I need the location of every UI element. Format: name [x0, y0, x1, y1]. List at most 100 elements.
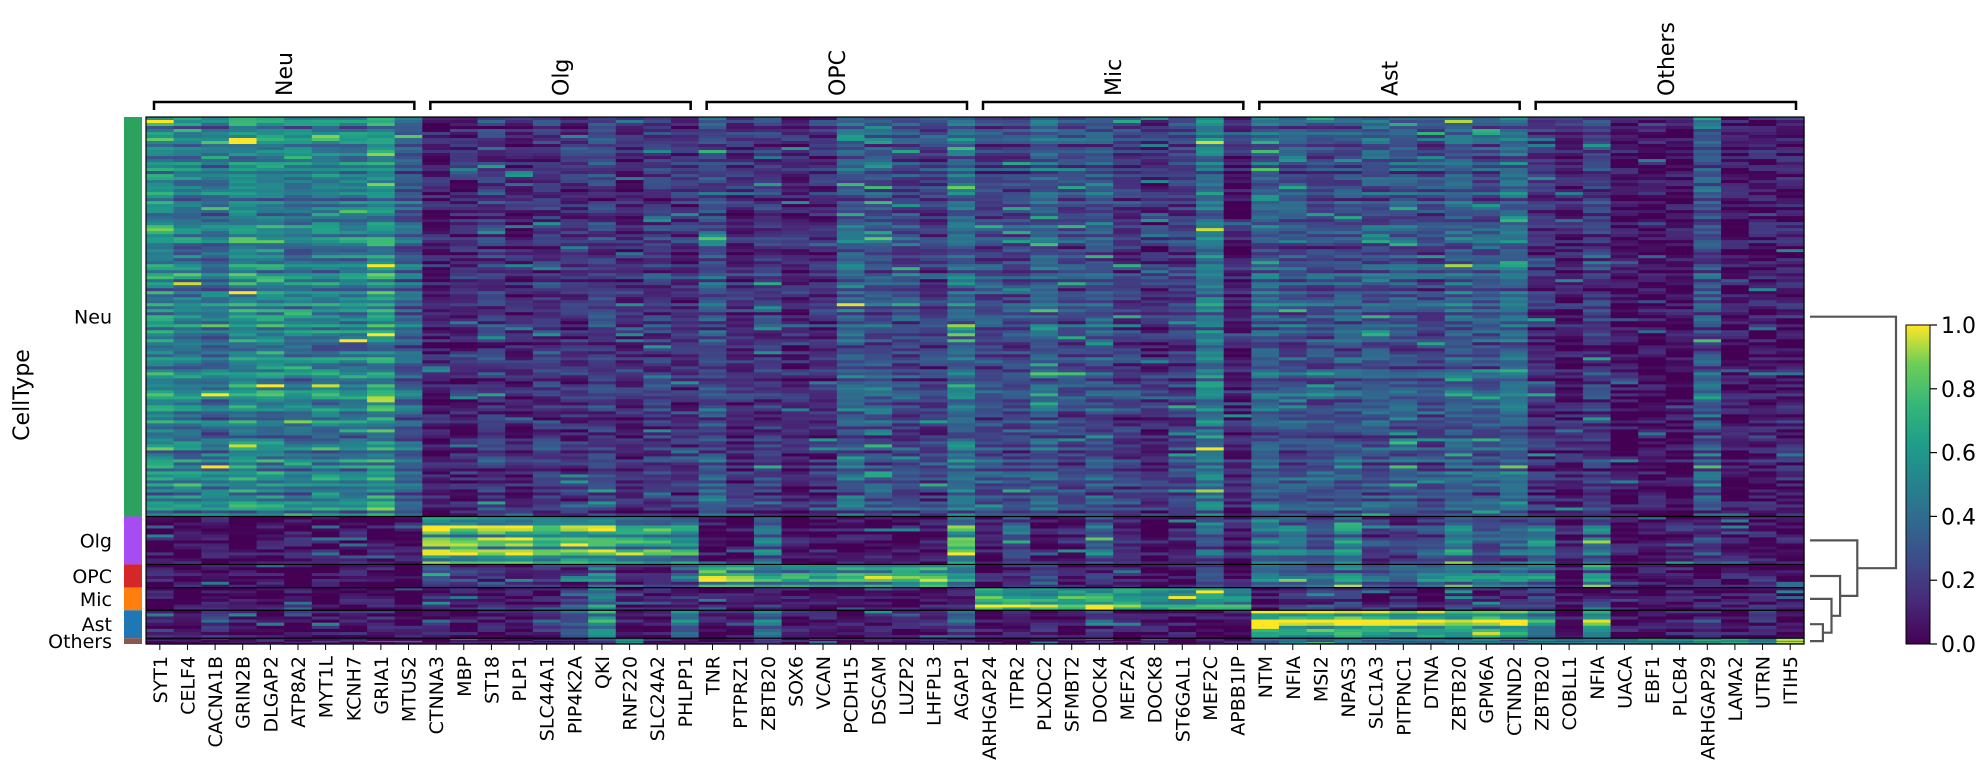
heatmap-cell: [671, 327, 700, 331]
heatmap-cell: [947, 210, 976, 214]
heatmap-cell: [1168, 342, 1197, 346]
heatmap-cell: [1693, 162, 1722, 166]
heatmap-cell: [146, 150, 175, 154]
heatmap-cell: [643, 138, 672, 142]
heatmap-cell: [1251, 162, 1280, 166]
heatmap-cell: [477, 345, 506, 349]
heatmap-cell: [1444, 117, 1473, 121]
heatmap-cell: [1223, 318, 1252, 322]
heatmap-cell: [698, 267, 727, 271]
heatmap-cell: [1472, 297, 1501, 301]
heatmap-cell: [532, 225, 562, 229]
heatmap-cell: [1113, 273, 1142, 277]
heatmap-cell: [228, 267, 258, 271]
heatmap-cell: [892, 126, 921, 130]
heatmap-cell: [1748, 231, 1777, 235]
heatmap-cell: [449, 336, 479, 340]
heatmap-cell: [892, 231, 921, 235]
heatmap-cell: [449, 183, 479, 187]
heatmap-cell: [477, 252, 506, 256]
heatmap-cell: [588, 117, 617, 121]
heatmap-cell: [1085, 150, 1114, 154]
heatmap-cell: [671, 315, 700, 319]
heatmap-cell: [311, 243, 341, 247]
heatmap-cell: [643, 357, 672, 361]
heatmap-cell: [1168, 276, 1197, 280]
heatmap-cell: [1251, 363, 1280, 367]
heatmap-cell: [1500, 219, 1529, 223]
heatmap-cell: [1638, 234, 1667, 238]
heatmap-cell: [1610, 120, 1639, 124]
heatmap-cell: [1140, 273, 1170, 277]
heatmap-cell: [809, 171, 838, 175]
heatmap-cell: [422, 252, 451, 256]
heatmap-cell: [1665, 147, 1695, 151]
heatmap-cell: [532, 198, 562, 202]
heatmap-cell: [1776, 135, 1805, 139]
heatmap-cell: [505, 228, 534, 232]
heatmap-cell: [1251, 282, 1280, 286]
heatmap-cell: [1002, 183, 1031, 187]
heatmap-cell: [1223, 117, 1252, 121]
heatmap-cell: [1306, 144, 1335, 148]
heatmap-cell: [671, 261, 700, 265]
heatmap-cell: [1140, 321, 1170, 325]
heatmap-cell: [1389, 162, 1418, 166]
heatmap-cell: [1417, 246, 1446, 250]
heatmap-cell: [422, 207, 451, 211]
heatmap-cell: [615, 354, 644, 358]
heatmap-cell: [1665, 246, 1695, 250]
heatmap-cell: [1582, 204, 1612, 208]
heatmap-cell: [1251, 147, 1280, 151]
heatmap-cell: [671, 357, 700, 361]
heatmap-cell: [1665, 354, 1695, 358]
heatmap-cell: [477, 183, 506, 187]
heatmap-cell: [753, 339, 783, 343]
heatmap-cell: [1251, 225, 1280, 229]
heatmap-cell: [1223, 243, 1252, 247]
heatmap-cell: [228, 147, 258, 151]
heatmap-cell: [1500, 171, 1529, 175]
heatmap-cell: [1306, 306, 1335, 310]
heatmap-cell: [339, 165, 368, 169]
heatmap-cell: [1334, 222, 1363, 226]
heatmap-cell: [1721, 264, 1750, 268]
heatmap-cell: [1638, 252, 1667, 256]
heatmap-cell: [1085, 141, 1114, 145]
heatmap-cell: [1002, 339, 1031, 343]
heatmap-cell: [228, 276, 258, 280]
heatmap-cell: [1361, 339, 1391, 343]
heatmap-cell: [477, 159, 506, 163]
heatmap-cell: [311, 363, 341, 367]
heatmap-cell: [1693, 258, 1722, 262]
heatmap-cell: [1306, 294, 1335, 298]
heatmap-cell: [1665, 351, 1695, 355]
heatmap-cell: [643, 189, 672, 193]
heatmap-cell: [643, 213, 672, 217]
heatmap-cell: [726, 159, 755, 163]
heatmap-cell: [975, 228, 1004, 232]
heatmap-cell: [1389, 120, 1418, 124]
heatmap-cell: [1196, 336, 1225, 340]
heatmap-cell: [588, 351, 617, 355]
heatmap-cell: [1748, 141, 1777, 145]
heatmap-cell: [671, 123, 700, 127]
heatmap-cell: [173, 255, 202, 259]
heatmap-cell: [173, 264, 202, 268]
heatmap-cell: [1444, 120, 1473, 124]
heatmap-cell: [753, 285, 783, 289]
heatmap-cell: [1306, 345, 1335, 349]
heatmap-cell: [1500, 306, 1529, 310]
heatmap-cell: [864, 249, 893, 253]
heatmap-cell: [339, 285, 368, 289]
heatmap-cell: [1085, 213, 1114, 217]
heatmap-cell: [1500, 294, 1529, 298]
heatmap-cell: [698, 261, 727, 265]
heatmap-cell: [311, 162, 341, 166]
heatmap-cell: [146, 291, 175, 295]
heatmap-cell: [1389, 297, 1418, 301]
heatmap-cell: [1610, 159, 1639, 163]
heatmap-cell: [394, 342, 423, 346]
heatmap-cell: [919, 279, 948, 283]
heatmap-cell: [477, 171, 506, 175]
